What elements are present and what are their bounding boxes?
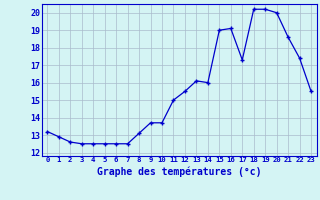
X-axis label: Graphe des températures (°c): Graphe des températures (°c)	[97, 166, 261, 177]
